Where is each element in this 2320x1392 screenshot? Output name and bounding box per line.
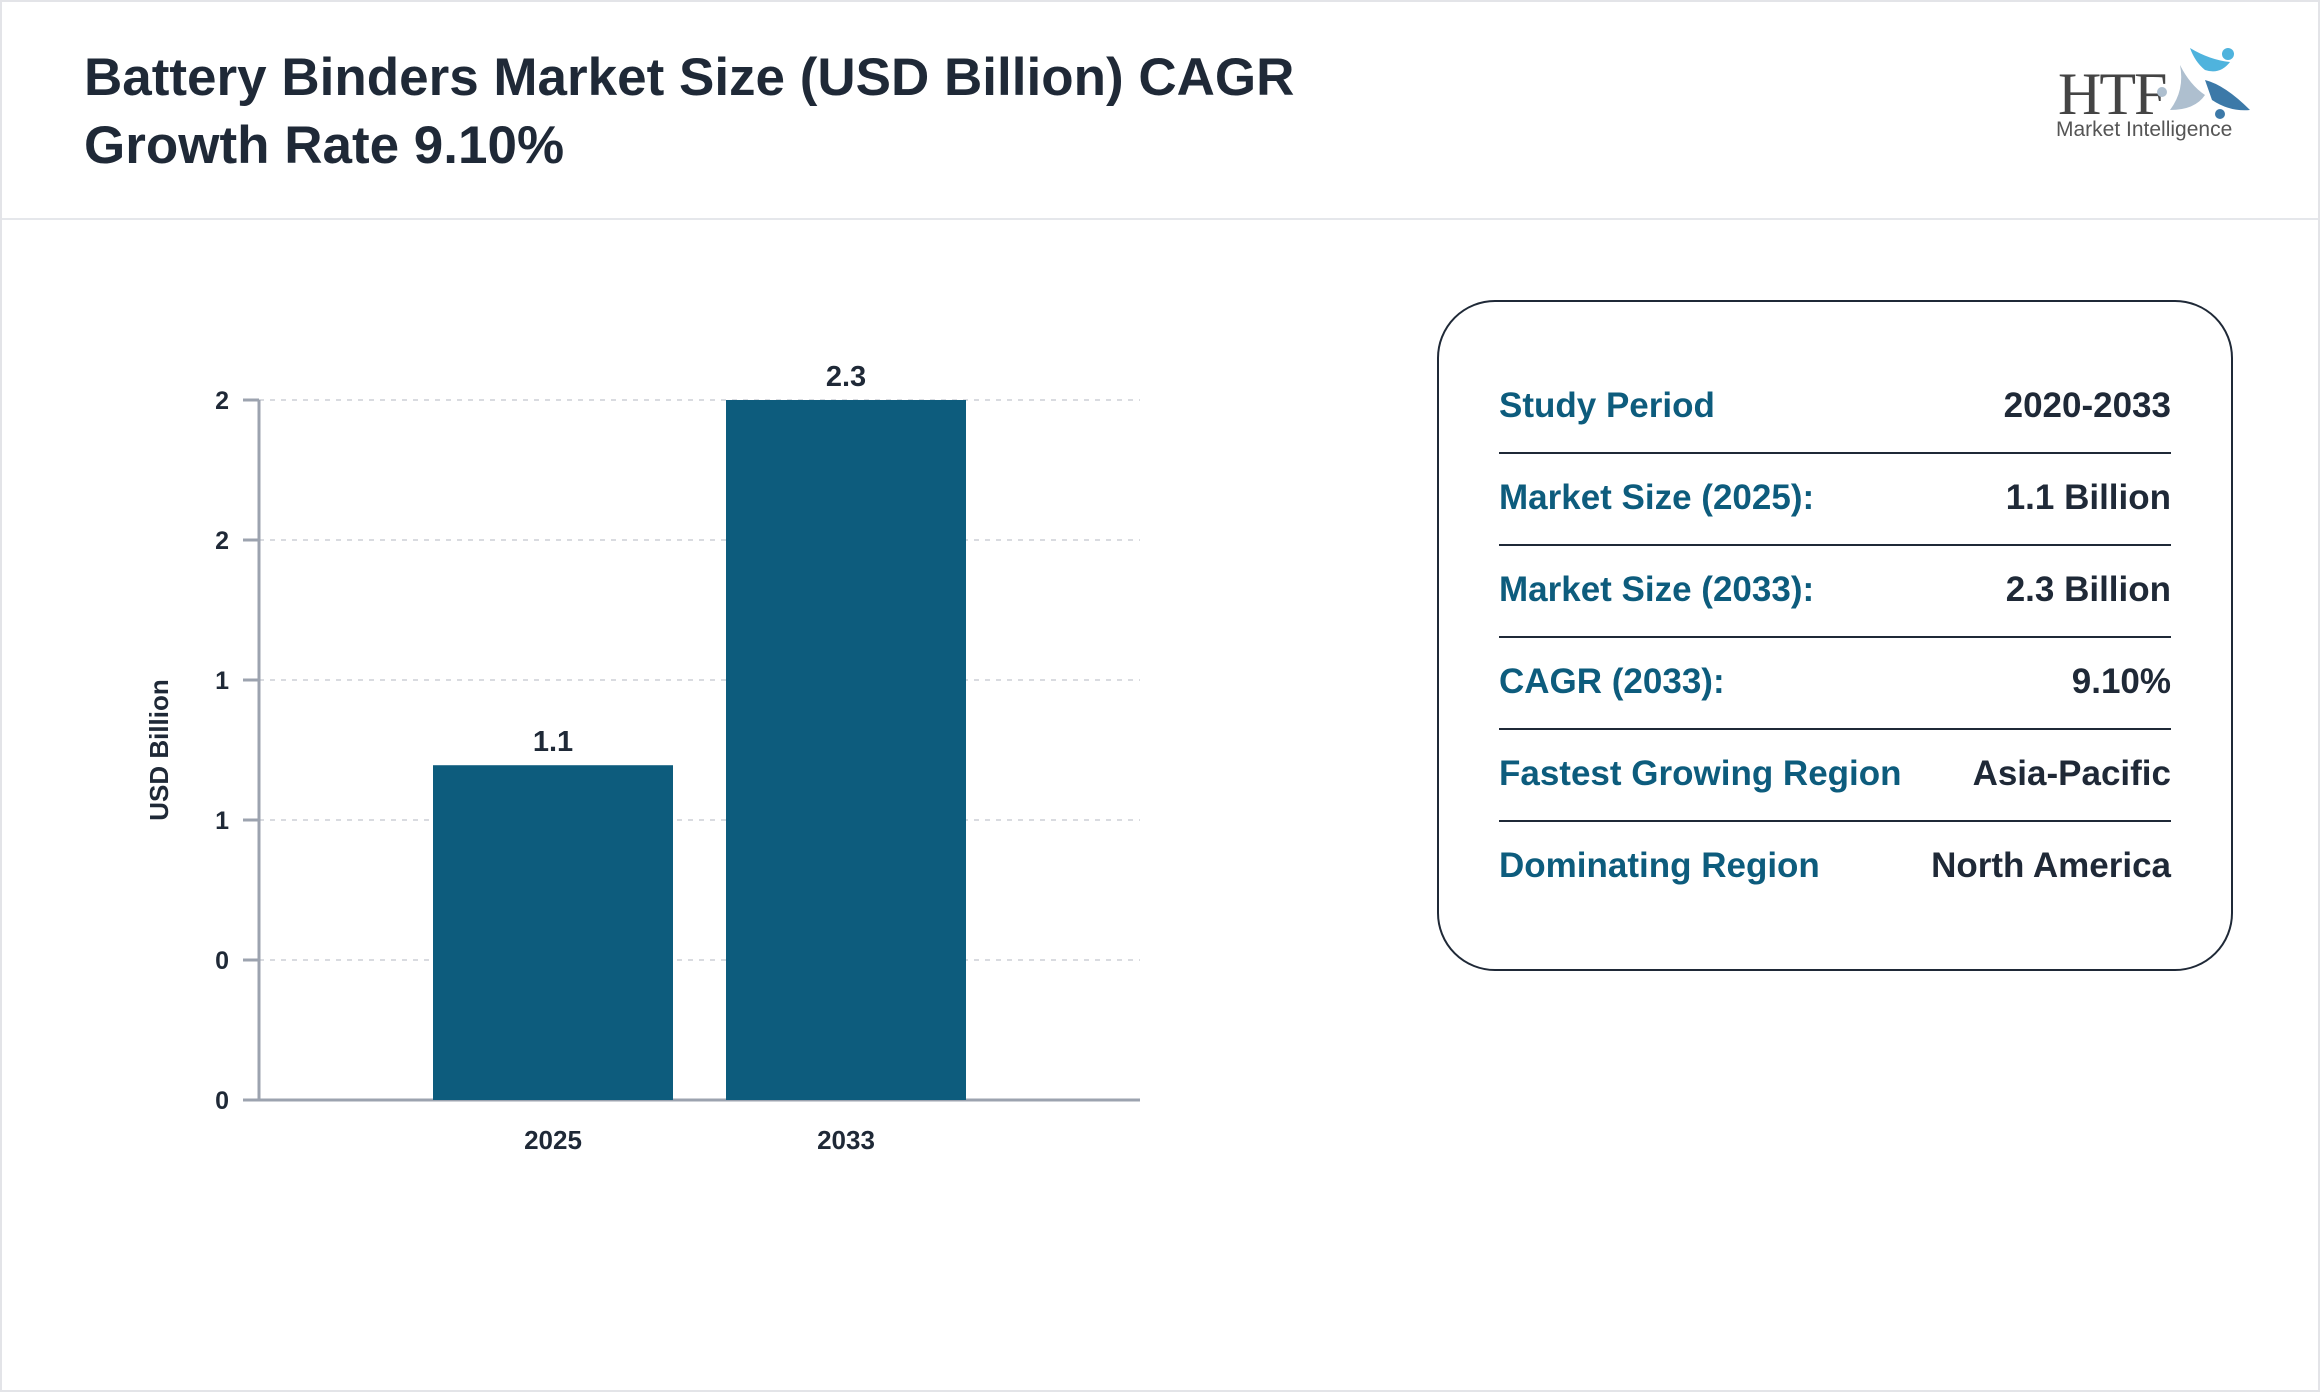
summary-label: Fastest Growing Region	[1499, 754, 1902, 793]
summary-label: Study Period	[1499, 386, 1715, 425]
title-line-2: Growth Rate 9.10%	[84, 116, 565, 175]
header-divider	[2, 218, 2318, 220]
y-axis-label: USD Billion	[144, 679, 174, 821]
bar-chart: 0 0 1 1 2 2 USD Billion 1.1 2025 2.3 2033	[144, 361, 1140, 1155]
summary-value: 2020-2033	[2003, 386, 2171, 425]
title-line-1: Battery Binders Market Size (USD Billion…	[84, 48, 1295, 107]
summary-row: Market Size (2025): 1.1 Billion	[1499, 452, 2171, 546]
y-tick-label: 1	[215, 807, 229, 835]
summary-row: CAGR (2033): 9.10%	[1499, 636, 2171, 730]
summary-label: CAGR (2033):	[1499, 662, 1725, 701]
y-tick-label: 1	[215, 667, 229, 695]
summary-value: 9.10%	[2071, 662, 2171, 701]
data-label: 1.1	[533, 726, 573, 758]
summary-row: Market Size (2033): 2.3 Billion	[1499, 544, 2171, 638]
data-label: 2.3	[826, 361, 866, 393]
htf-logo: HTF Market Intelligence	[2050, 40, 2250, 150]
summary-label: Dominating Region	[1499, 846, 1820, 885]
summary-value: 2.3 Billion	[2005, 570, 2171, 609]
x-tick-label: 2033	[817, 1125, 875, 1155]
summary-label: Market Size (2033):	[1499, 570, 1815, 609]
logo-text: Market Intelligence	[2056, 118, 2233, 141]
y-tick-label: 0	[215, 1087, 229, 1115]
summary-value: 1.1 Billion	[2005, 478, 2171, 517]
bar-2025	[433, 765, 673, 1100]
summary-row: Fastest Growing Region Asia-Pacific	[1499, 728, 2171, 822]
page-title: Battery Binders Market Size (USD Billion…	[84, 44, 1484, 180]
summary-label: Market Size (2025):	[1499, 478, 1815, 517]
bar-2033	[726, 400, 966, 1100]
logo-figures-icon	[2157, 48, 2250, 119]
summary-card: Study Period 2020-2033 Market Size (2025):…	[1437, 300, 2233, 971]
y-tick-label: 0	[215, 947, 229, 975]
summary-value: Asia-Pacific	[1972, 754, 2171, 793]
summary-row: Dominating Region North America	[1499, 820, 2171, 912]
y-tick-label: 2	[215, 387, 229, 415]
y-tick-label: 2	[215, 527, 229, 555]
x-tick-label: 2025	[524, 1125, 582, 1155]
summary-value: North America	[1931, 846, 2171, 885]
summary-row: Study Period 2020-2033	[1499, 360, 2171, 454]
